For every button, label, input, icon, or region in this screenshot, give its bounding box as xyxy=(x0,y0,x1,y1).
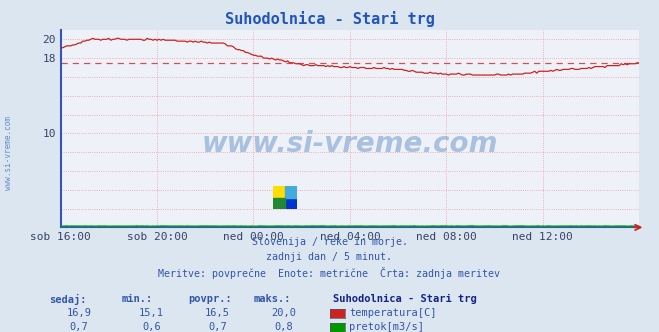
Text: 16,5: 16,5 xyxy=(205,308,230,318)
Bar xyxy=(285,186,297,198)
Text: pretok[m3/s]: pretok[m3/s] xyxy=(349,322,424,332)
Bar xyxy=(285,198,297,209)
Bar xyxy=(273,186,285,198)
Text: www.si-vreme.com: www.si-vreme.com xyxy=(4,116,13,190)
Text: 20,0: 20,0 xyxy=(271,308,296,318)
Text: Suhodolnica - Stari trg: Suhodolnica - Stari trg xyxy=(225,11,434,27)
Text: min.:: min.: xyxy=(122,294,153,304)
Text: povpr.:: povpr.: xyxy=(188,294,231,304)
Text: 0,8: 0,8 xyxy=(274,322,293,332)
Bar xyxy=(273,198,285,209)
Text: temperatura[C]: temperatura[C] xyxy=(349,308,437,318)
Text: Meritve: povprečne  Enote: metrične  Črta: zadnja meritev: Meritve: povprečne Enote: metrične Črta:… xyxy=(159,267,500,279)
Text: 16,9: 16,9 xyxy=(67,308,92,318)
Text: Slovenija / reke in morje.: Slovenija / reke in morje. xyxy=(252,237,407,247)
Text: 0,6: 0,6 xyxy=(142,322,161,332)
Text: 0,7: 0,7 xyxy=(208,322,227,332)
Text: 15,1: 15,1 xyxy=(139,308,164,318)
Text: zadnji dan / 5 minut.: zadnji dan / 5 minut. xyxy=(266,252,393,262)
Text: 0,7: 0,7 xyxy=(70,322,88,332)
Text: Suhodolnica - Stari trg: Suhodolnica - Stari trg xyxy=(333,294,476,304)
Text: sedaj:: sedaj: xyxy=(49,294,87,305)
Text: www.si-vreme.com: www.si-vreme.com xyxy=(202,130,498,158)
Text: maks.:: maks.: xyxy=(254,294,291,304)
